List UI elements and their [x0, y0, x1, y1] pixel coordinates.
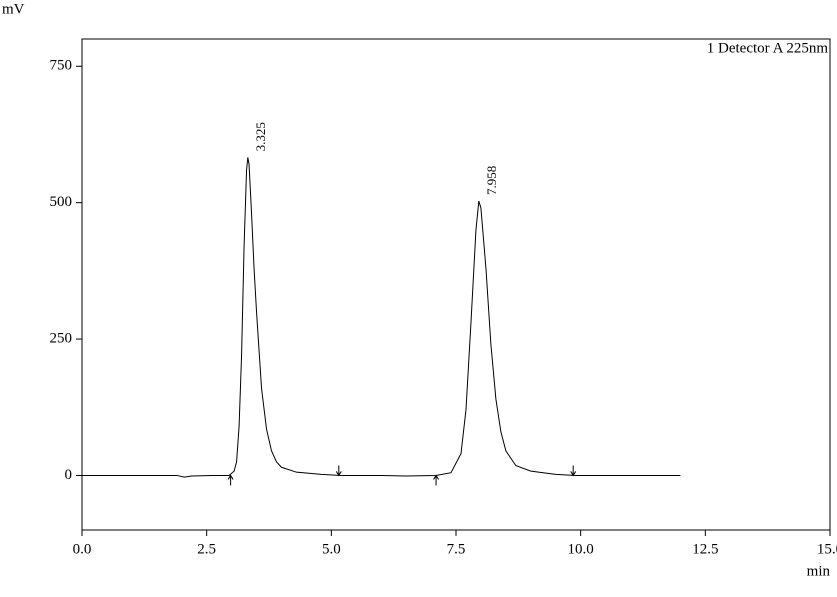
- peak-label: 7.958: [484, 166, 499, 195]
- chromatogram-trace: [82, 157, 681, 478]
- y-tick-label: 250: [50, 330, 73, 346]
- x-tick-label: 2.5: [197, 541, 216, 557]
- detector-label: 1 Detector A 225nm: [707, 40, 829, 56]
- peak-end-marker: [335, 465, 342, 477]
- peak-start-marker: [227, 474, 234, 486]
- peak-label: 3.325: [253, 122, 268, 151]
- plot-frame: [81, 38, 831, 531]
- x-tick-label: 15.0: [817, 541, 837, 557]
- x-tick-label: 12.5: [692, 541, 718, 557]
- x-tick-label: 10.0: [568, 541, 594, 557]
- y-tick-label: 750: [50, 58, 73, 74]
- x-tick-label: 5.0: [322, 541, 341, 557]
- y-tick-label: 500: [50, 194, 73, 210]
- x-tick-label: 7.5: [447, 541, 466, 557]
- x-tick-label: 0.0: [73, 541, 92, 557]
- peak-end-marker: [570, 465, 577, 477]
- peak-start-marker: [433, 474, 439, 486]
- y-tick-label: 0: [65, 467, 73, 483]
- y-axis-label: mV: [2, 1, 25, 17]
- x-axis-label: min: [807, 563, 831, 579]
